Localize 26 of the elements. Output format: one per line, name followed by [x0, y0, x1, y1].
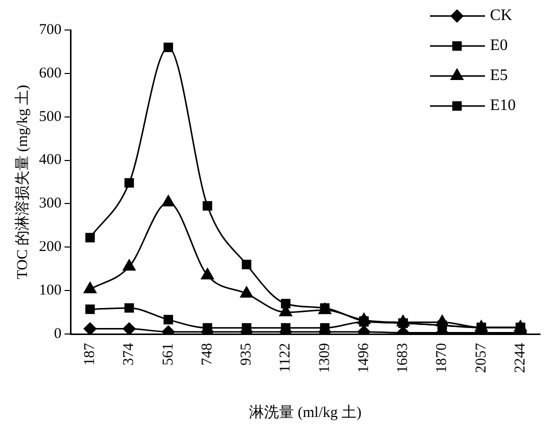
x-axis-title: 淋洗量 (ml/kg 土)	[249, 404, 362, 421]
y-tick-label: 500	[39, 108, 62, 125]
x-tick-label: 935	[238, 343, 254, 366]
y-axis-title: TOC 的淋溶损失量 (mg/kg 土)	[14, 84, 31, 280]
y-tick-label: 400	[39, 152, 62, 168]
x-tick-label: 2057	[473, 342, 490, 373]
x-tick-label: 1870	[434, 343, 450, 373]
legend-label: CK	[490, 7, 513, 24]
x-tick-label: 1683	[395, 343, 411, 373]
y-tick-label: 0	[54, 326, 62, 342]
y-tick-label: 200	[39, 239, 62, 256]
x-tick-label: 1122	[278, 343, 294, 372]
x-tick-label: 374	[121, 342, 138, 366]
y-tick-label: 600	[39, 65, 62, 82]
y-tick-label: 300	[39, 196, 62, 212]
y-tick-label: 700	[39, 22, 62, 38]
legend-label: E0	[490, 37, 508, 54]
y-tick-label: 100	[39, 282, 62, 299]
legend-label: E10	[490, 97, 516, 114]
legend-label: E5	[490, 67, 508, 84]
x-tick-label: 561	[160, 343, 176, 366]
x-tick-label: 748	[199, 343, 216, 366]
x-tick-label: 1309	[316, 343, 333, 373]
x-tick-label: 187	[82, 342, 98, 366]
x-tick-label: 2244	[512, 342, 528, 373]
x-tick-label: 1496	[356, 342, 372, 373]
